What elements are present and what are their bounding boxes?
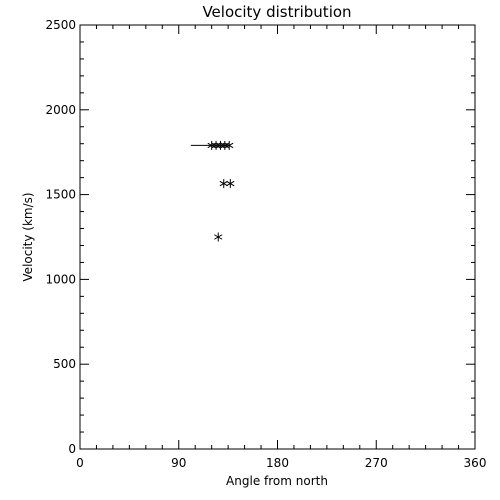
x-tick-label: 180 <box>266 456 289 470</box>
x-tick-label: 270 <box>365 456 388 470</box>
x-tick-labels: 0 90 180 270 360 <box>76 456 486 470</box>
data-points <box>207 140 235 242</box>
x-tick-label: 0 <box>76 456 84 470</box>
data-point <box>225 140 234 150</box>
chart-title: Velocity distribution <box>202 3 351 21</box>
y-tick-label: 1000 <box>45 272 76 286</box>
y-tick-label: 2000 <box>45 103 76 117</box>
data-point <box>214 232 223 242</box>
y-tick-label: 0 <box>68 442 76 456</box>
y-tick-labels: 0 500 1000 1500 2000 2500 <box>45 18 76 456</box>
y-tick-label: 2500 <box>45 18 76 32</box>
x-tick-label: 90 <box>171 456 186 470</box>
y-axis-label: Velocity (km/s) <box>21 192 35 281</box>
y-tick-label: 1500 <box>45 188 76 202</box>
data-point <box>226 179 235 189</box>
axis-ticks <box>79 24 476 450</box>
y-tick-label: 500 <box>53 357 76 371</box>
plot-frame <box>79 24 476 450</box>
x-axis-label: Angle from north <box>226 474 328 488</box>
x-tick-label: 360 <box>464 456 487 470</box>
data-point <box>219 179 228 189</box>
